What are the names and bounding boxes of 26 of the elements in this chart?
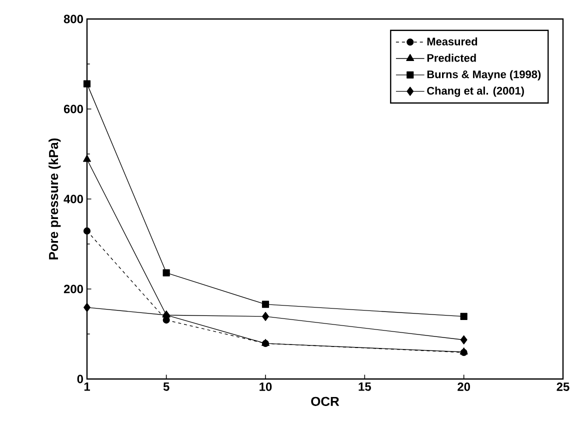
- y-tick-label: 800: [64, 14, 83, 24]
- point: [460, 335, 468, 344]
- y-tick-label: 0: [77, 374, 83, 384]
- x-tick-label: 15: [358, 382, 371, 391]
- x-tick-label: 25: [556, 382, 570, 391]
- point: [162, 269, 170, 276]
- point: [262, 312, 269, 321]
- legend-label: Burns & Mayne (1998): [427, 70, 541, 80]
- point: [460, 312, 468, 320]
- point: [84, 302, 90, 312]
- point: [262, 300, 270, 308]
- x-tick-label: 20: [458, 382, 470, 391]
- legend-label: Chang et al. (2001): [427, 86, 524, 97]
- x-tick-label: 10: [260, 382, 272, 391]
- x-axis-title: OCR: [311, 396, 340, 406]
- y-tick-label: 400: [64, 194, 83, 204]
- x-tick-label: 1: [84, 382, 90, 391]
- x-tick-label: 5: [163, 382, 170, 391]
- legend-label: Measured: [427, 37, 478, 46]
- legend-label: Predicted: [427, 54, 476, 62]
- y-tick-label: 600: [64, 104, 83, 114]
- y-axis-title: Pore pressure (kPa): [48, 138, 61, 260]
- point: [83, 154, 91, 162]
- point: [83, 80, 91, 88]
- y-tick-label: 200: [64, 284, 83, 294]
- point: [83, 227, 91, 234]
